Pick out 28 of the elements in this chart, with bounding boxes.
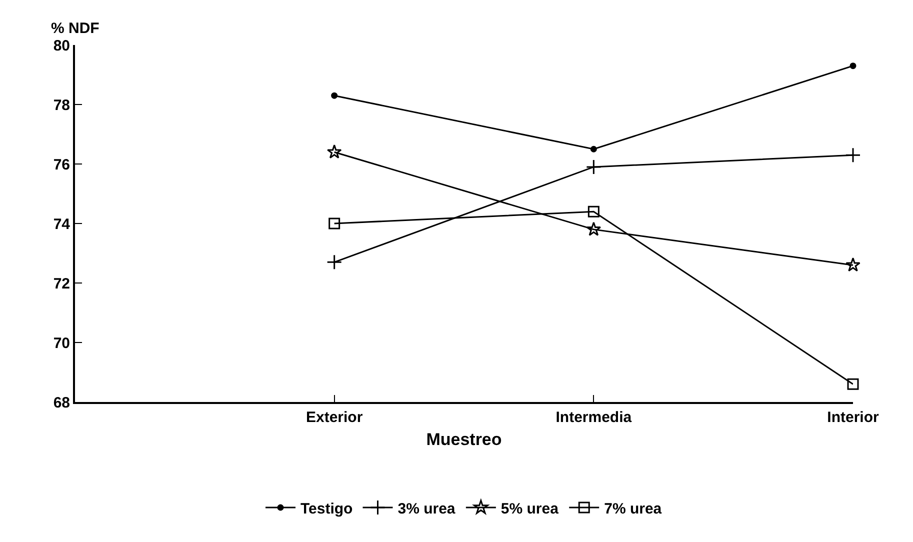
y-tick-label: 72: [53, 275, 70, 292]
point: [326, 254, 342, 270]
y-tick-label: 70: [53, 334, 70, 352]
y-tick-label: 78: [53, 96, 70, 114]
y-tick-label: 76: [53, 156, 70, 174]
y-tick-label: 80: [53, 37, 70, 54]
point: [588, 206, 600, 218]
y-axis-title: % NDF: [51, 20, 100, 37]
point: [586, 159, 602, 175]
x-axis-title: Muestreo: [426, 430, 502, 449]
x-tick-label: Exterior: [306, 409, 363, 426]
point: [328, 218, 340, 230]
point: [845, 147, 861, 163]
point: [326, 144, 342, 159]
legend-label: Testigo: [300, 500, 353, 518]
point: [586, 222, 602, 236]
point: [590, 146, 597, 152]
x-tick-label: Interior: [827, 409, 879, 426]
point: [850, 62, 856, 70]
y-tick-label: 68: [53, 394, 70, 412]
legend-label: 7% urea: [604, 500, 662, 518]
y-tick-label: 74: [53, 216, 71, 233]
x-tick-label: Intermedia: [556, 409, 632, 426]
legend-label: 5% urea: [500, 500, 560, 518]
point: [846, 257, 860, 272]
point: [331, 92, 338, 99]
point: [847, 378, 859, 390]
legend-label: 3% urea: [398, 500, 456, 518]
